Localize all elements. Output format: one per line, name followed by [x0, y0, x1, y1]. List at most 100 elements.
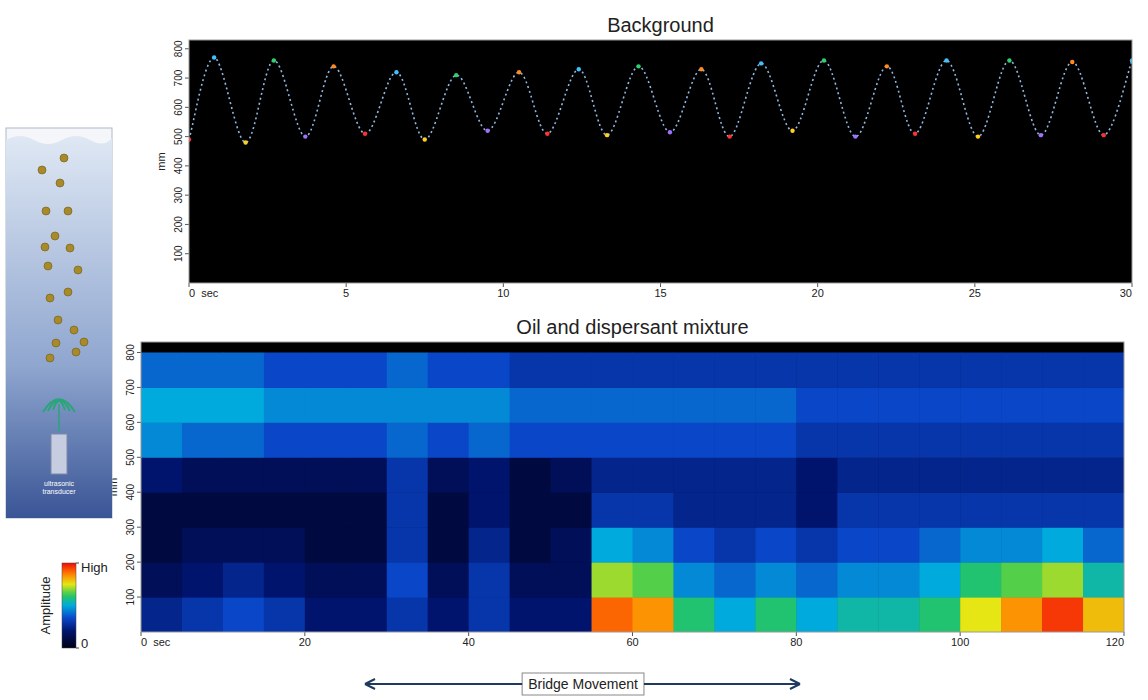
heatmap-cell [919, 527, 960, 562]
y-tick [185, 136, 189, 137]
plot-background [189, 40, 1132, 283]
heatmap-cell [919, 597, 960, 632]
heatmap-cell [714, 527, 755, 562]
heatmap-cell [428, 352, 469, 387]
heatmap-cell [1001, 597, 1042, 632]
surface-echo-point [885, 64, 889, 68]
heatmap-cell [1042, 422, 1083, 457]
heatmap-cell [264, 422, 305, 457]
y-tick [137, 387, 141, 388]
oil-droplet [72, 348, 80, 356]
y-tick-label: 600 [173, 99, 184, 116]
plot-background [141, 342, 1124, 632]
y-tick [185, 195, 189, 196]
surface-echo-point [822, 58, 826, 62]
heatmap-cell [223, 352, 264, 387]
heatmap-cell [1083, 597, 1124, 632]
heatmap-cell [960, 562, 1001, 597]
heatmap-cell [755, 527, 796, 562]
surface-echo-point [976, 134, 980, 138]
heatmap-cell [182, 492, 223, 527]
heatmap-cell [960, 422, 1001, 457]
annotation-box [522, 673, 644, 695]
x-tick-label: 60 [626, 636, 638, 648]
heatmap-cell [1083, 457, 1124, 492]
oil-droplet [64, 288, 72, 296]
x-tick-label: 100 [951, 636, 969, 648]
y-tick [137, 597, 141, 598]
heatmap-cell [919, 492, 960, 527]
heatmap-cell [714, 457, 755, 492]
heatmap-cell [1083, 422, 1124, 457]
y-tick [137, 352, 141, 353]
heatmap-cell [1083, 562, 1124, 597]
x-tick-label: 120 [1106, 636, 1124, 648]
heatmap-cell [633, 562, 674, 597]
heatmap-cell [428, 422, 469, 457]
heatmap-cell [346, 492, 387, 527]
arrow-head [790, 679, 800, 689]
heatmap-cell [714, 492, 755, 527]
heatmap-cell [428, 527, 469, 562]
heatmap-cell [673, 492, 714, 527]
heatmap-cell [796, 422, 837, 457]
y-tick-label: 600 [125, 414, 136, 431]
heatmap-cell [796, 597, 837, 632]
heatmap-cell [837, 457, 878, 492]
surface-echo-point [303, 134, 307, 138]
heatmap-cell [1042, 352, 1083, 387]
heatmap-cell [428, 492, 469, 527]
heatmap-cell [264, 562, 305, 597]
oil-droplet [54, 316, 62, 324]
heatmap-cell [960, 492, 1001, 527]
x-tick-label: 30 [1120, 287, 1132, 299]
heatmap-cell [919, 457, 960, 492]
heatmap-cell [592, 457, 633, 492]
heatmap-cell [1042, 562, 1083, 597]
chart-title: Background [607, 14, 714, 36]
surface-echo-point [727, 134, 731, 138]
oil-droplet [70, 326, 78, 334]
heatmap-cell [305, 492, 346, 527]
x-axis-title: sec [153, 636, 171, 648]
y-tick [137, 562, 141, 563]
x-tick-label: 5 [343, 287, 349, 299]
heatmap-cell [223, 457, 264, 492]
heatmap-cell [551, 352, 592, 387]
heatmap-cell [223, 562, 264, 597]
heatmap-cell [796, 492, 837, 527]
axes: 0sec204060801001201002003004005006007008… [107, 342, 1124, 648]
heatmap-cell [592, 597, 633, 632]
heatmap-cell [551, 527, 592, 562]
x-tick-label: 80 [790, 636, 802, 648]
heatmap-cell [305, 387, 346, 422]
colorbar-title: Amplitude [38, 577, 53, 635]
heatmap-cell [182, 387, 223, 422]
heatmap-cell [264, 457, 305, 492]
plot-frame [141, 342, 1124, 632]
heatmap-cell [1083, 527, 1124, 562]
heatmap-cell [387, 527, 428, 562]
heatmap-cell [141, 457, 182, 492]
heatmap-cell [673, 562, 714, 597]
heatmap-cell [264, 352, 305, 387]
heatmap-cell [755, 492, 796, 527]
heatmap-cell [551, 597, 592, 632]
heatmap-cell [714, 422, 755, 457]
y-tick [137, 492, 141, 493]
oil-droplet [42, 207, 50, 215]
surface-echo-point [454, 73, 458, 77]
heatmap-cell [633, 352, 674, 387]
heatmap-cell [960, 597, 1001, 632]
heatmap-cell [141, 387, 182, 422]
heatmap-cell [223, 527, 264, 562]
heatmap-cell [346, 422, 387, 457]
surface-echo-point [636, 64, 640, 68]
heatmap-cell [878, 492, 919, 527]
heatmap-cell [673, 527, 714, 562]
heatmap-cell [182, 597, 223, 632]
heatmap-cell [469, 457, 510, 492]
heatmap-cell [1042, 597, 1083, 632]
surface-echo-point [545, 131, 549, 135]
heatmap-cell [182, 457, 223, 492]
